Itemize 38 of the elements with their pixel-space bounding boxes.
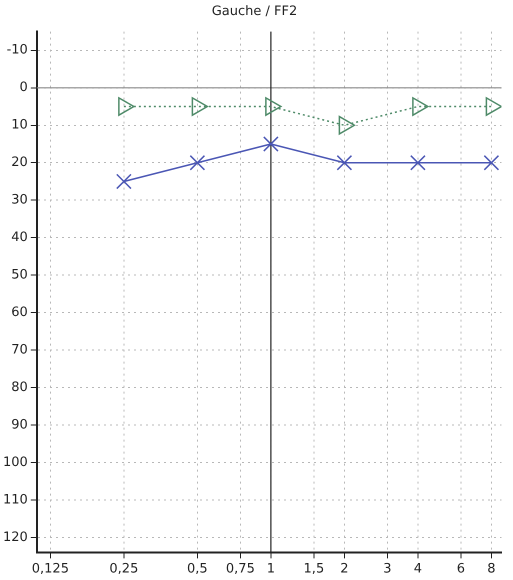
y-tick-label: 20: [11, 155, 28, 170]
x-tick-label: 1: [266, 562, 276, 577]
point: [192, 97, 208, 116]
y-tick-label: 70: [11, 342, 28, 358]
x-tick-label: 0,125: [32, 562, 69, 577]
y-tick-label: 90: [11, 417, 28, 432]
x-tick-label: 0,5: [187, 562, 208, 577]
x-tick-label: 2: [340, 562, 349, 577]
y-tick-label: 60: [11, 304, 28, 320]
point: [484, 154, 500, 171]
point: [336, 154, 352, 171]
y-tick-label: 120: [2, 530, 28, 545]
x-tick-label: 4: [414, 562, 422, 577]
point: [410, 154, 426, 171]
point: [263, 136, 279, 152]
point: [338, 116, 356, 135]
point: [486, 97, 502, 116]
y-tick-label: 10: [11, 118, 28, 133]
x-tick-label: 0,75: [226, 562, 255, 577]
y-tick-label: 80: [11, 380, 28, 395]
chart-title: Gauche / FF2: [212, 4, 298, 20]
y-tick-label: 0: [20, 80, 28, 96]
point: [190, 154, 206, 171]
point: [118, 97, 135, 116]
point: [116, 174, 132, 190]
y-tick-label: 40: [11, 230, 28, 246]
point: [412, 97, 429, 116]
y-tick-label: 110: [2, 492, 28, 508]
x-tick-label: 0,25: [109, 562, 138, 577]
y-tick-label: 30: [11, 192, 28, 208]
y-tick-label: -10: [6, 42, 28, 58]
x-tick-label: 3: [383, 562, 392, 577]
x-tick-label: 6: [456, 562, 466, 577]
x-tick-label: 1,5: [304, 562, 324, 577]
y-tick-label: 100: [2, 454, 28, 470]
point: [265, 97, 282, 116]
x-tick-label: 8: [487, 562, 496, 577]
y-tick-label: 50: [11, 268, 28, 283]
